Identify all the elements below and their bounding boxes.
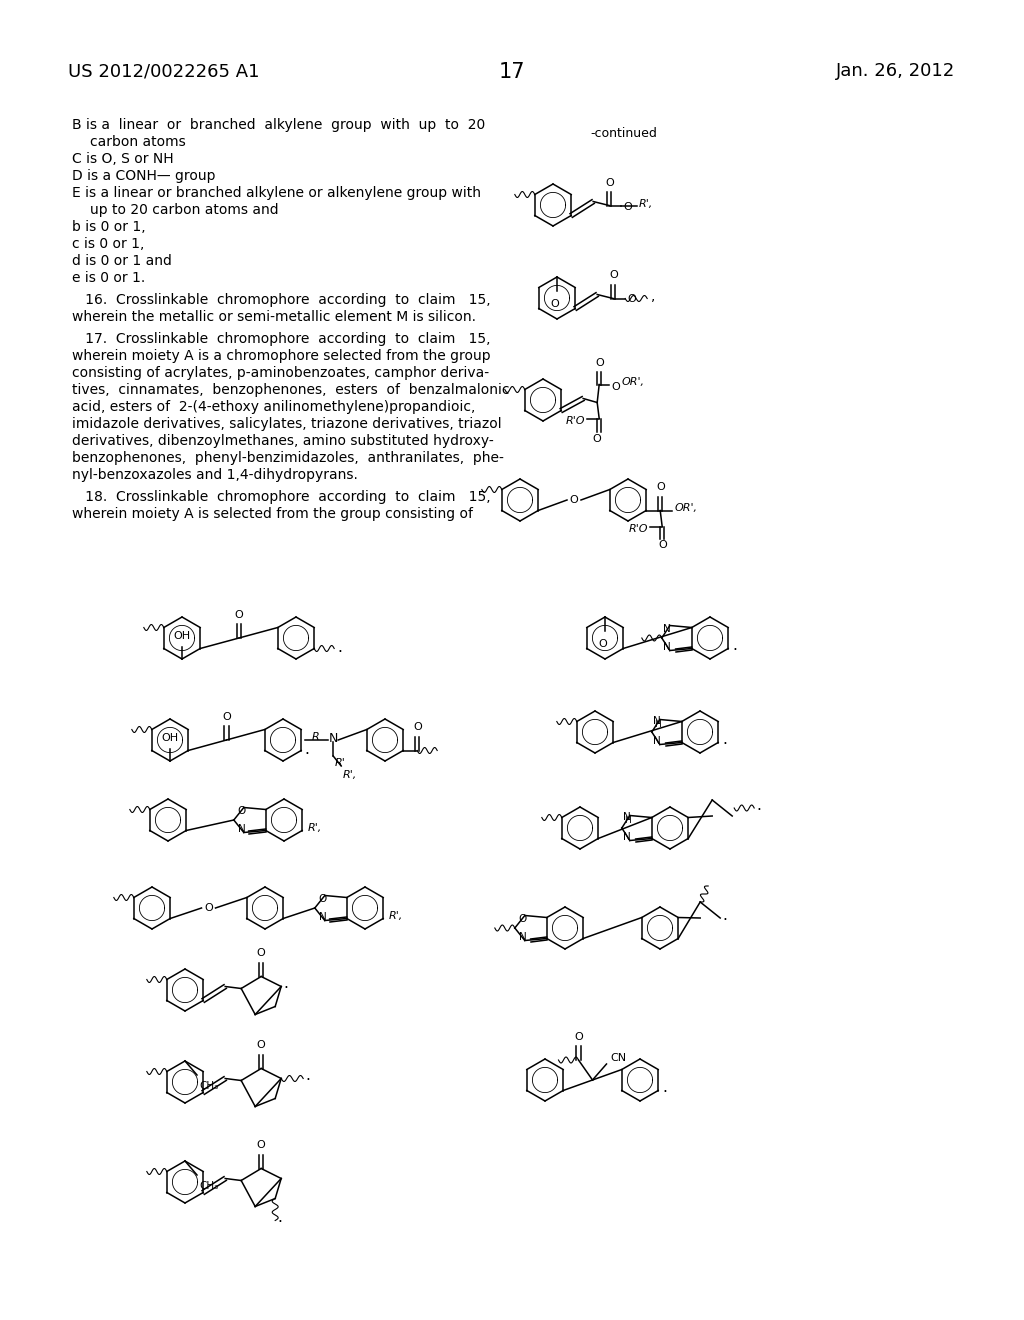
Text: O: O (569, 495, 579, 506)
Text: 16.  Crosslinkable  chromophore  according  to  claim   15,: 16. Crosslinkable chromophore according … (72, 293, 490, 308)
Text: O: O (593, 434, 601, 445)
Text: E is a linear or branched alkylene or alkenylene group with: E is a linear or branched alkylene or al… (72, 186, 481, 201)
Text: .: . (284, 977, 288, 991)
Text: OH: OH (162, 733, 178, 743)
Text: D is a CONH— group: D is a CONH— group (72, 169, 215, 183)
Text: R',: R', (389, 912, 403, 921)
Text: O: O (611, 381, 620, 392)
Text: .: . (663, 1081, 667, 1096)
Text: ,: , (651, 289, 655, 304)
Text: N: N (238, 825, 246, 834)
Text: O: O (238, 805, 246, 816)
Text: R'O: R'O (629, 524, 648, 533)
Text: H: H (624, 816, 631, 825)
Text: 17: 17 (499, 62, 525, 82)
Text: R',: R', (308, 824, 323, 833)
Text: O: O (624, 202, 632, 211)
Text: O: O (222, 711, 230, 722)
Text: O: O (257, 1140, 265, 1151)
Text: R',: R', (639, 198, 653, 209)
Text: O: O (257, 949, 265, 958)
Text: US 2012/0022265 A1: US 2012/0022265 A1 (68, 62, 259, 81)
Text: b is 0 or 1,: b is 0 or 1, (72, 220, 145, 234)
Text: .: . (732, 639, 737, 653)
Text: R': R' (335, 758, 346, 768)
Text: .: . (756, 799, 761, 813)
Text: tives,  cinnamates,  benzophenones,  esters  of  benzalmalonic: tives, cinnamates, benzophenones, esters… (72, 383, 510, 397)
Text: .: . (304, 742, 309, 756)
Text: O: O (606, 177, 614, 187)
Text: H: H (654, 719, 660, 729)
Text: .: . (722, 908, 727, 923)
Text: R',: R', (343, 770, 357, 780)
Text: -continued: -continued (590, 127, 656, 140)
Text: N: N (653, 715, 660, 726)
Text: O: O (610, 271, 618, 281)
Text: O: O (414, 722, 423, 733)
Text: .: . (337, 639, 342, 655)
Text: N: N (623, 812, 631, 821)
Text: R: R (311, 733, 319, 742)
Text: .: . (722, 733, 727, 747)
Text: Jan. 26, 2012: Jan. 26, 2012 (836, 62, 955, 81)
Text: N: N (664, 643, 671, 652)
Text: O: O (574, 1032, 583, 1041)
Text: wherein moiety A is selected from the group consisting of: wherein moiety A is selected from the gr… (72, 507, 473, 521)
Text: up to 20 carbon atoms and: up to 20 carbon atoms and (90, 203, 279, 216)
Text: CN: CN (610, 1053, 627, 1063)
Text: wherein the metallic or semi-metallic element M is silicon.: wherein the metallic or semi-metallic el… (72, 310, 476, 323)
Text: 18.  Crosslinkable  chromophore  according  to  claim   15,: 18. Crosslinkable chromophore according … (72, 490, 490, 504)
Text: N: N (653, 737, 660, 747)
Text: 17.  Crosslinkable  chromophore  according  to  claim   15,: 17. Crosslinkable chromophore according … (72, 333, 490, 346)
Text: .: . (278, 1210, 282, 1225)
Text: OR',: OR', (622, 378, 644, 388)
Text: N: N (319, 912, 327, 923)
Text: derivatives, dibenzoylmethanes, amino substituted hydroxy-: derivatives, dibenzoylmethanes, amino su… (72, 434, 494, 447)
Text: R'O: R'O (565, 416, 585, 425)
Text: OR',: OR', (674, 503, 697, 513)
Text: .: . (305, 1068, 310, 1084)
Text: O: O (234, 610, 244, 620)
Text: c is 0 or 1,: c is 0 or 1, (72, 238, 144, 251)
Text: O: O (627, 294, 636, 305)
Text: O: O (658, 540, 668, 550)
Text: C is O, S or NH: C is O, S or NH (72, 152, 174, 166)
Text: consisting of acrylates, p-aminobenzoates, camphor deriva-: consisting of acrylates, p-aminobenzoate… (72, 366, 489, 380)
Text: N: N (329, 731, 338, 744)
Text: O: O (656, 483, 666, 492)
Text: d is 0 or 1 and: d is 0 or 1 and (72, 253, 172, 268)
Text: wherein moiety A is a chromophore selected from the group: wherein moiety A is a chromophore select… (72, 348, 490, 363)
Text: CH₃: CH₃ (199, 1081, 218, 1092)
Text: OH: OH (173, 631, 190, 642)
Text: O: O (596, 359, 604, 368)
Text: carbon atoms: carbon atoms (90, 135, 185, 149)
Text: CH₃: CH₃ (199, 1181, 218, 1191)
Text: O: O (599, 639, 607, 649)
Text: O: O (551, 300, 559, 309)
Text: O: O (204, 903, 213, 913)
Text: e is 0 or 1.: e is 0 or 1. (72, 271, 145, 285)
Text: N: N (664, 623, 671, 634)
Text: O: O (518, 913, 526, 924)
Text: N: N (519, 932, 526, 942)
Text: N: N (623, 833, 631, 842)
Text: imidazole derivatives, salicylates, triazone derivatives, triazol: imidazole derivatives, salicylates, tria… (72, 417, 502, 432)
Text: nyl-benzoxazoles and 1,4-dihydropyrans.: nyl-benzoxazoles and 1,4-dihydropyrans. (72, 469, 357, 482)
Text: benzophenones,  phenyl-benzimidazoles,  anthranilates,  phe-: benzophenones, phenyl-benzimidazoles, an… (72, 451, 504, 465)
Text: acid, esters of  2-(4-ethoxy anilinomethylene)propandioic,: acid, esters of 2-(4-ethoxy anilinomethy… (72, 400, 475, 414)
Text: B is a  linear  or  branched  alkylene  group  with  up  to  20: B is a linear or branched alkylene group… (72, 117, 485, 132)
Text: O: O (257, 1040, 265, 1051)
Text: O: O (318, 894, 327, 903)
